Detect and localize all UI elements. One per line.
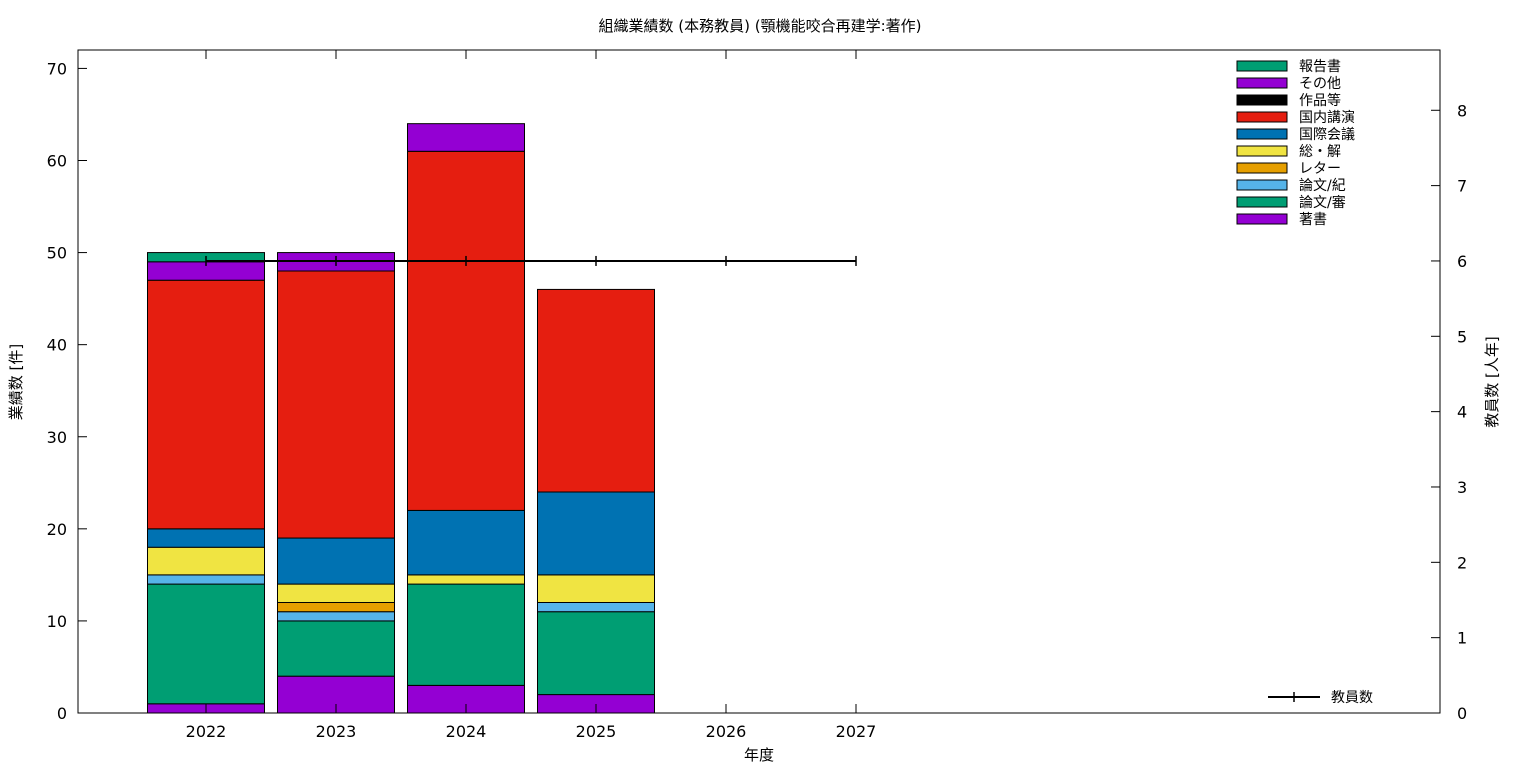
y-tick-label: 20 (47, 520, 67, 539)
bar-segment (407, 509, 525, 576)
legend-swatch (1236, 128, 1288, 140)
y2-tick-label: 2 (1457, 553, 1467, 572)
legend-label: 論文/審 (1299, 195, 1346, 211)
bar-segment (147, 574, 265, 585)
legend-swatch (1236, 77, 1288, 89)
y2-axis-title: 教員数 [人年] (1483, 336, 1501, 427)
legend-swatch (1236, 145, 1288, 157)
x-axis: 2022 2023 2024 2025 2026 2027 (186, 50, 877, 741)
bar-segment (407, 123, 525, 152)
bars-group (147, 123, 655, 714)
line-group (205, 255, 857, 266)
bar-segment (407, 574, 525, 585)
y-axis: 0 10 20 30 40 50 60 70 (47, 59, 87, 723)
legend-swatch (1236, 94, 1288, 106)
y2-tick-label: 3 (1457, 478, 1467, 497)
x-tick-label: 2024 (446, 722, 487, 741)
legend-label: 国内講演 (1299, 110, 1355, 126)
legend-line-label: 教員数 (1331, 690, 1373, 706)
y2-tick-label: 1 (1457, 629, 1467, 648)
x-tick-label: 2022 (186, 722, 227, 741)
y2-tick-label: 4 (1457, 403, 1467, 422)
bar-segment (277, 583, 395, 603)
bar-segment (147, 546, 265, 576)
bar-segment (407, 150, 525, 511)
legend-swatch (1236, 111, 1288, 123)
bar-segment (537, 288, 655, 493)
y-tick-label: 10 (47, 612, 67, 631)
x-tick-label: 2026 (706, 722, 747, 741)
legend-label: 作品等 (1299, 92, 1341, 109)
y-tick-label: 60 (47, 152, 67, 171)
bar-segment (407, 583, 525, 686)
legend-label: レター (1299, 161, 1341, 177)
legend-label: 論文/紀 (1299, 178, 1346, 194)
y2-tick-label: 8 (1457, 101, 1467, 120)
y2-tick-label: 6 (1457, 252, 1467, 271)
y-tick-label: 30 (47, 428, 67, 447)
bar-segment (147, 279, 265, 530)
y-axis-title: 業績数 [件] (7, 344, 25, 420)
bar-segment (277, 270, 395, 539)
bar-segment (277, 620, 395, 677)
chart-title: 組織業績数 (本務教員) (顎機能咬合再建学:著作) (598, 17, 921, 35)
legend-label: 国際会議 (1299, 126, 1355, 143)
legend-swatch (1236, 213, 1288, 225)
y-tick-label: 50 (47, 244, 67, 263)
legend-swatch (1236, 196, 1288, 208)
legend-label: 総・解 (1299, 144, 1341, 160)
plot-frame (77, 49, 1441, 714)
y2-tick-label: 5 (1457, 327, 1467, 346)
bar-segment (537, 491, 655, 576)
x-tick-label: 2025 (576, 722, 617, 741)
y2-tick-label: 0 (1457, 704, 1467, 723)
bar-segment (277, 611, 395, 622)
bar-segment (277, 537, 395, 585)
legend-label: 報告書 (1299, 59, 1341, 75)
legend-swatch (1236, 60, 1288, 72)
y-tick-label: 0 (57, 704, 67, 723)
x-tick-label: 2027 (836, 722, 877, 741)
legend-swatch (1236, 179, 1288, 191)
x-tick-label: 2023 (316, 722, 357, 741)
legend-label: その他 (1299, 76, 1341, 92)
bar-segment (277, 602, 395, 613)
legend-swatch (1236, 162, 1288, 174)
y-tick-label: 40 (47, 336, 67, 355)
legend-label: 著書 (1299, 212, 1327, 228)
bar-segment (147, 528, 265, 548)
bar-segment (537, 574, 655, 603)
bar-segment (537, 611, 655, 696)
y2-axis: 0 1 2 3 4 5 6 7 8 (1431, 101, 1467, 723)
y-tick-label: 70 (47, 59, 67, 78)
x-axis-title: 年度 (744, 746, 774, 764)
bar-segment (537, 602, 655, 613)
y2-tick-label: 7 (1457, 177, 1467, 196)
bar-segment (147, 583, 265, 705)
